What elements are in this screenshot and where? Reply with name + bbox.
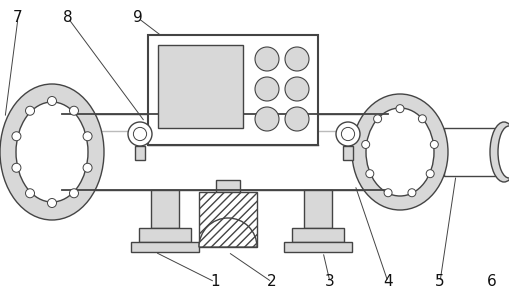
Wedge shape	[199, 218, 257, 247]
Circle shape	[254, 77, 278, 101]
Circle shape	[47, 198, 56, 208]
Bar	[443, 128, 495, 176]
Circle shape	[69, 189, 78, 198]
Bar	[292, 228, 344, 242]
Bar	[377, 114, 397, 190]
Bar	[135, 146, 145, 160]
Circle shape	[128, 122, 152, 146]
Bar	[139, 228, 191, 242]
Circle shape	[25, 189, 35, 198]
Bar	[151, 190, 179, 228]
Circle shape	[254, 107, 278, 131]
Bar	[148, 35, 318, 145]
Bar	[303, 190, 331, 228]
Bar	[216, 180, 240, 192]
Circle shape	[341, 127, 354, 141]
Text: 3: 3	[325, 275, 334, 289]
Circle shape	[254, 47, 278, 71]
Circle shape	[47, 96, 56, 105]
Text: 4: 4	[382, 275, 392, 289]
Bar	[158, 45, 242, 128]
Circle shape	[69, 106, 78, 115]
Circle shape	[335, 122, 359, 146]
Ellipse shape	[351, 94, 447, 210]
Circle shape	[25, 106, 35, 115]
Bar	[131, 242, 199, 252]
Ellipse shape	[365, 108, 433, 196]
Circle shape	[417, 115, 426, 123]
Circle shape	[285, 77, 308, 101]
Ellipse shape	[497, 126, 509, 178]
Circle shape	[133, 127, 146, 141]
Ellipse shape	[0, 84, 104, 220]
Bar	[62, 114, 387, 190]
Text: 9: 9	[133, 11, 143, 25]
Text: 5: 5	[434, 275, 444, 289]
Circle shape	[383, 189, 391, 197]
Bar	[21, 130, 62, 174]
Circle shape	[426, 170, 433, 178]
Circle shape	[365, 170, 373, 178]
Text: 6: 6	[486, 275, 496, 289]
Bar	[343, 146, 352, 160]
Circle shape	[285, 47, 308, 71]
Text: 2: 2	[267, 275, 276, 289]
Bar	[64, 116, 385, 188]
Circle shape	[83, 132, 92, 141]
Circle shape	[12, 132, 21, 141]
Circle shape	[361, 141, 369, 148]
Text: 1: 1	[210, 275, 219, 289]
Circle shape	[285, 107, 308, 131]
Text: 7: 7	[13, 11, 23, 25]
Ellipse shape	[489, 122, 509, 182]
Text: 8: 8	[63, 11, 73, 25]
Circle shape	[83, 163, 92, 172]
Bar	[284, 242, 351, 252]
Circle shape	[430, 141, 437, 148]
Circle shape	[407, 189, 415, 197]
Circle shape	[395, 105, 403, 113]
Circle shape	[373, 115, 381, 123]
Ellipse shape	[16, 102, 88, 202]
Bar	[199, 192, 257, 247]
Circle shape	[12, 163, 21, 172]
